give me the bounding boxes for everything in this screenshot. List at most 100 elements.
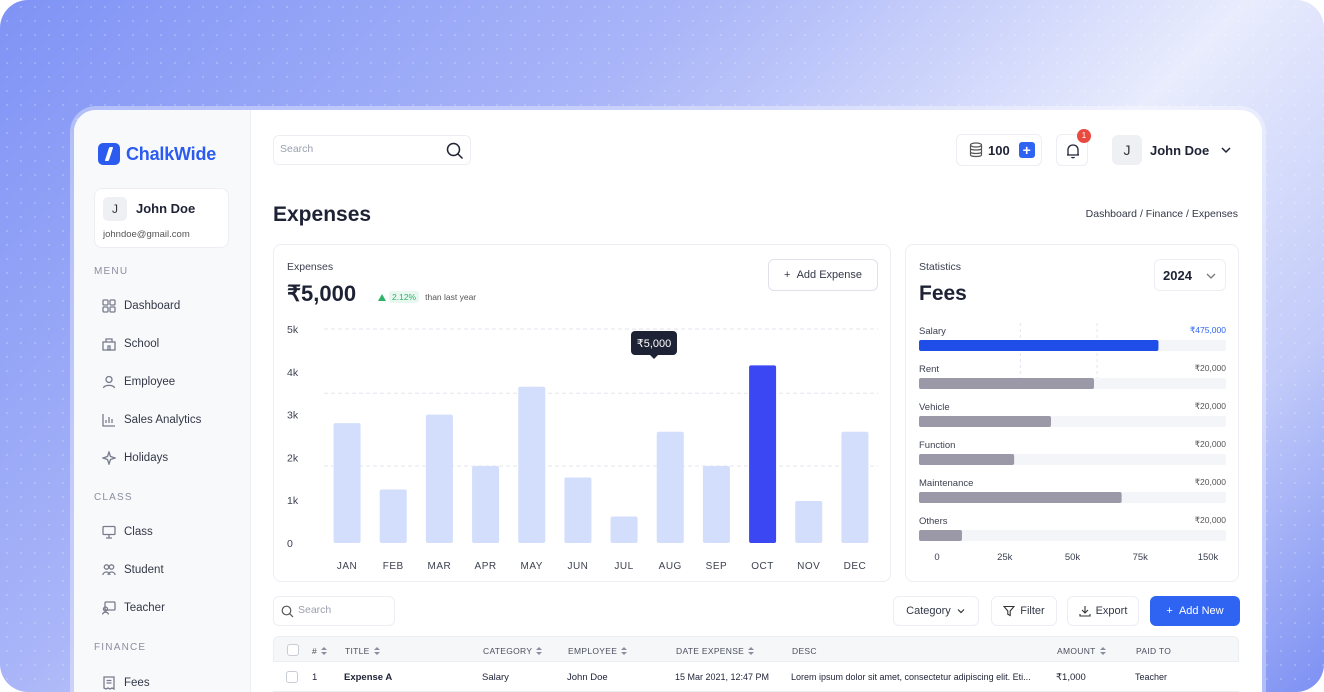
sidebar-item-label: School xyxy=(124,338,160,350)
fee-item-amount: ₹20,000 xyxy=(1195,515,1227,525)
table-search[interactable] xyxy=(273,596,395,626)
sidebar-user-card[interactable]: J John Doe johndoe@gmail.com xyxy=(94,188,229,248)
category-label: Category xyxy=(906,605,951,617)
sort-icon xyxy=(321,646,328,656)
cell-title: Expense A xyxy=(344,672,393,683)
expenses-bar-chart: 0 1k 2k 3k 4k 5k JAN FEB MAR APR MAY JUN JUL AUG SEP OC… xyxy=(287,324,878,572)
sidebar-item-teacher[interactable]: Teacher xyxy=(102,601,165,615)
row-checkbox[interactable] xyxy=(286,671,298,683)
trend-up-icon xyxy=(378,293,386,301)
chevron-down-icon[interactable] xyxy=(1220,145,1232,155)
monitor-icon xyxy=(102,525,116,539)
chevron-down-icon xyxy=(957,609,965,614)
column-header-date[interactable]: DATE EXPENSE xyxy=(676,646,755,656)
search-input[interactable] xyxy=(280,143,430,155)
x-tick-label: JUN xyxy=(567,561,588,572)
export-label: Export xyxy=(1095,605,1128,617)
add-credits-button[interactable]: + xyxy=(1018,142,1035,158)
bar-mar xyxy=(425,414,453,543)
sidebar-item-student[interactable]: Student xyxy=(102,563,164,577)
column-header-number[interactable]: # xyxy=(312,646,328,656)
fee-item-amount: ₹20,000 xyxy=(1195,477,1227,487)
add-new-button[interactable]: + Add New xyxy=(1150,596,1240,626)
bar-jun xyxy=(564,477,592,543)
expenses-total: ₹5,000 xyxy=(287,281,357,306)
sidebar-item-label: Class xyxy=(124,526,153,538)
chart-tooltip: ₹5,000 xyxy=(631,331,677,359)
sidebar-item-school[interactable]: School xyxy=(102,337,159,351)
sidebar-item-holidays[interactable]: Holidays xyxy=(102,451,168,465)
select-all-checkbox[interactable] xyxy=(287,644,299,656)
bar-feb xyxy=(379,489,407,543)
sidebar: ChalkWide J John Doe johndoe@gmail.com M… xyxy=(74,110,251,692)
credits-count: 100 xyxy=(988,142,1010,158)
fees-title: Fees xyxy=(919,282,967,305)
sidebar-item-label: Holidays xyxy=(124,452,169,464)
user-icon xyxy=(102,375,116,389)
header-search[interactable] xyxy=(273,135,471,165)
avatar[interactable]: J xyxy=(1112,135,1142,165)
filter-label: Filter xyxy=(1020,605,1045,617)
logo-text: ChalkWide xyxy=(126,143,217,164)
x-tick-label: 150k xyxy=(1198,552,1219,563)
add-expense-button[interactable]: + Add Expense xyxy=(768,259,878,291)
fee-bar-function xyxy=(919,454,1015,465)
cell-category: Salary xyxy=(482,672,509,683)
column-header-desc: DESC xyxy=(792,646,817,656)
logo[interactable]: ChalkWide xyxy=(98,143,216,165)
x-tick-label: 0 xyxy=(934,552,939,563)
cell-employee: John Doe xyxy=(567,672,608,683)
y-tick-label: 0 xyxy=(287,538,293,550)
export-button[interactable]: Export xyxy=(1067,596,1139,626)
sidebar-item-sales-analytics[interactable]: Sales Analytics xyxy=(102,413,201,427)
tooltip-text: ₹5,000 xyxy=(637,338,672,350)
year-value: 2024 xyxy=(1163,268,1192,283)
column-header-employee[interactable]: EMPLOYEE xyxy=(568,646,628,656)
chevron-down-icon xyxy=(1206,273,1216,279)
trend-note: than last year xyxy=(425,292,477,302)
year-select[interactable]: 2024 xyxy=(1154,259,1226,291)
fee-bar-vehicle xyxy=(919,416,1052,427)
sort-icon xyxy=(1099,646,1106,656)
dashboard-icon xyxy=(102,299,116,313)
bar-aug xyxy=(656,431,684,543)
search-icon[interactable] xyxy=(446,142,464,160)
fee-item-label: Function xyxy=(919,440,955,451)
fee-item-label: Rent xyxy=(919,364,939,375)
x-tick-label: MAY xyxy=(521,561,543,572)
bar-sep xyxy=(702,465,730,543)
fee-item-amount: ₹20,000 xyxy=(1195,439,1227,449)
y-tick-label: 4k xyxy=(287,367,299,379)
notifications-button[interactable]: 1 xyxy=(1056,129,1091,166)
fee-bar-others xyxy=(919,530,962,541)
x-tick-label: APR xyxy=(475,561,497,572)
credits-widget: 100 + xyxy=(956,134,1042,166)
search-icon xyxy=(281,605,294,618)
logo-icon xyxy=(98,143,120,165)
table-search-input[interactable] xyxy=(298,604,388,616)
header-user-name[interactable]: John Doe xyxy=(1150,143,1210,158)
fees-horizontal-bar-chart: Salary ₹475,000 Rent ₹20,000 Vehicle ₹20,000 F… xyxy=(919,323,1227,563)
table-row[interactable]: 1 Expense A Salary John Doe 15 Mar 2021,… xyxy=(273,662,1239,692)
fee-bar-rent xyxy=(919,378,1094,389)
category-dropdown[interactable]: Category xyxy=(893,596,979,626)
column-header-title[interactable]: TITLE xyxy=(345,646,380,656)
trend-indicator: 2.12% than last year xyxy=(378,291,476,303)
column-header-category[interactable]: CATEGORY xyxy=(483,646,543,656)
x-tick-label: FEB xyxy=(383,561,404,572)
expenses-table: # TITLE CATEGORY EMPLOYEE DATE EXPENSE D… xyxy=(273,636,1239,692)
filter-button[interactable]: Filter xyxy=(991,596,1057,626)
user-name: John Doe xyxy=(136,201,196,216)
sidebar-item-class[interactable]: Class xyxy=(102,525,153,539)
fee-item-amount: ₹475,000 xyxy=(1190,325,1226,335)
sidebar-item-employee[interactable]: Employee xyxy=(102,375,175,389)
sidebar-item-fees[interactable]: Fees xyxy=(102,676,150,690)
column-header-amount[interactable]: AMOUNT xyxy=(1057,646,1106,656)
breadcrumb[interactable]: Dashboard / Finance / Expenses xyxy=(1085,208,1238,220)
y-tick-label: 2k xyxy=(287,452,299,464)
statistics-card: Statistics Fees 2024 Salary ₹475,000 Rent ₹… xyxy=(905,244,1239,582)
fee-item-label: Vehicle xyxy=(919,402,950,413)
users-icon xyxy=(102,564,116,576)
sidebar-item-dashboard[interactable]: Dashboard xyxy=(102,299,180,313)
trend-percent: 2.12% xyxy=(389,291,420,303)
